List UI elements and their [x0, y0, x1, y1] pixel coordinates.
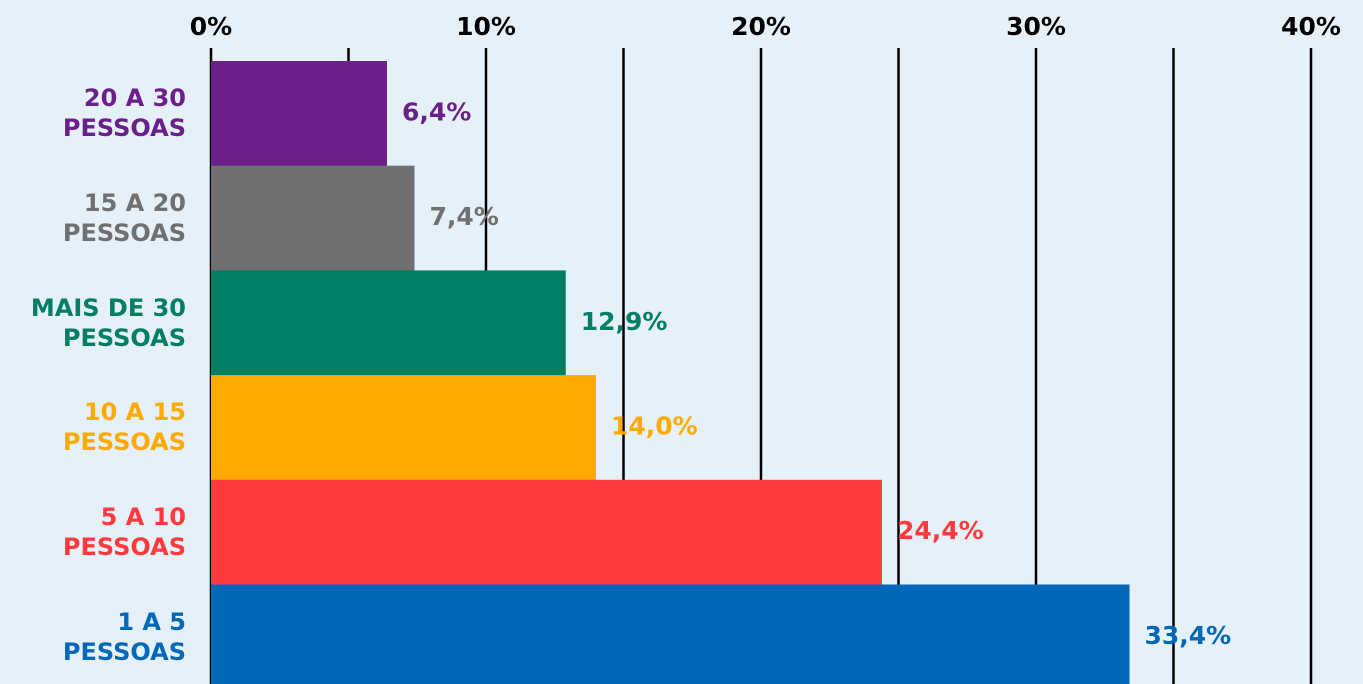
category-label: 20 A 30 PESSOAS — [62, 84, 186, 143]
bar — [211, 584, 1130, 684]
category-label: 1 A 5 PESSOAS — [62, 607, 186, 666]
x-tick-label: 40% — [1281, 12, 1341, 41]
value-label: 24,4% — [897, 516, 984, 545]
x-tick-label: 0% — [190, 12, 232, 41]
bar — [211, 375, 596, 481]
category-label: 15 A 20 PESSOAS — [62, 189, 186, 248]
value-label: 12,9% — [581, 307, 668, 336]
value-label: 33,4% — [1145, 621, 1232, 650]
bar — [211, 270, 566, 376]
bar — [211, 479, 882, 585]
category-label: 10 A 15 PESSOAS — [62, 398, 186, 457]
value-label: 7,4% — [430, 202, 499, 231]
category-label: 5 A 10 PESSOAS — [62, 503, 186, 562]
category-label: MAIS DE 30 PESSOAS — [30, 293, 186, 352]
x-tick-label: 10% — [456, 12, 516, 41]
x-tick-label: 20% — [731, 12, 791, 41]
value-label: 14,0% — [611, 411, 698, 440]
x-tick-label: 30% — [1006, 12, 1066, 41]
bar — [211, 165, 415, 271]
bar — [211, 61, 387, 167]
value-label: 6,4% — [402, 97, 471, 126]
